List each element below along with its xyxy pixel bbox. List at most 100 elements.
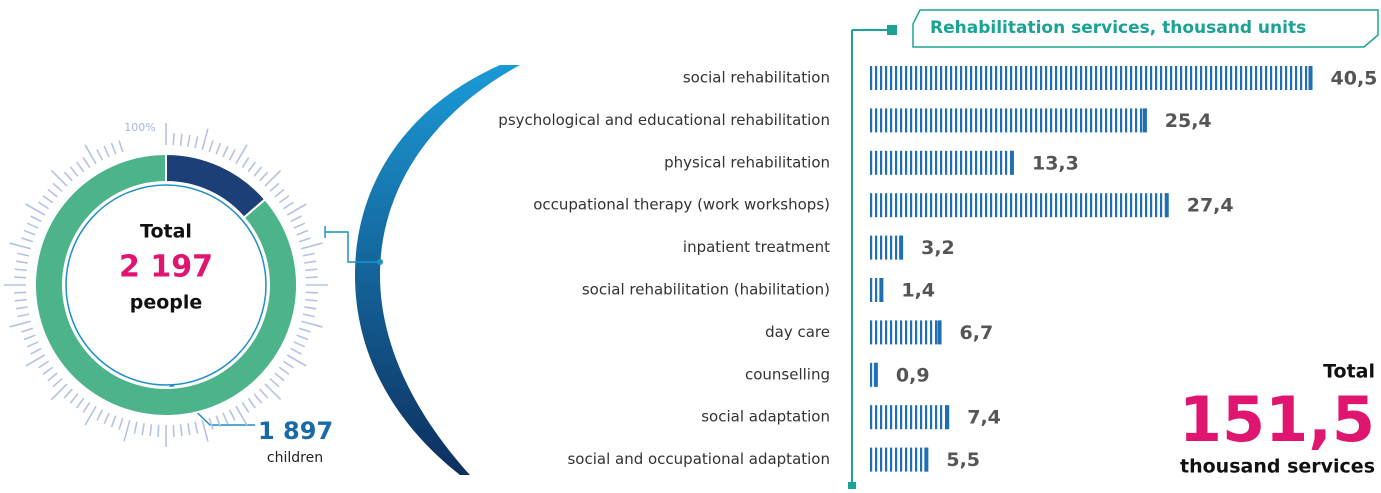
scale-tick (14, 298, 27, 302)
category-label: physical rehabilitation (664, 153, 830, 171)
donut-segment (34, 152, 298, 417)
scale-tick (103, 145, 110, 158)
scale-tick (290, 347, 302, 355)
scale-tick (179, 133, 183, 146)
scale-tick (17, 313, 30, 318)
category-label: occupational therapy (work workshops) (533, 196, 830, 214)
bar (868, 362, 878, 387)
bar (868, 150, 1014, 175)
bar-cap (924, 447, 929, 472)
scale-tick (274, 372, 285, 382)
scale-tick (17, 252, 30, 257)
category-label: social adaptation (701, 408, 830, 426)
scale-tick (241, 157, 250, 169)
scale-tick (110, 415, 117, 428)
value-label: 3,2 (921, 237, 955, 259)
bar-cap (1142, 108, 1147, 133)
category-label: counselling (745, 365, 830, 383)
children-value: 1 897 (258, 417, 333, 445)
scale-tick (247, 161, 256, 173)
scale-tick (110, 142, 117, 155)
scale-tick (84, 144, 97, 165)
scale-tick (69, 166, 79, 177)
scale-tick (228, 149, 236, 161)
scale-tick (293, 222, 306, 229)
scale-tick (157, 424, 160, 437)
scale-tick (63, 388, 73, 399)
bar (868, 235, 904, 260)
value-label: 27,4 (1187, 195, 1234, 217)
children-label: children (267, 450, 323, 466)
bar (868, 108, 1147, 133)
scale-tick (118, 140, 124, 153)
scale-tick (235, 144, 248, 165)
scale-tick (201, 128, 209, 150)
scale-tick (76, 161, 85, 173)
scale-tick (52, 378, 63, 388)
scale-tick (84, 405, 97, 426)
scale-tick (296, 229, 309, 236)
scale-tick (25, 203, 46, 216)
center-unit: people (130, 292, 203, 314)
scale-tick (282, 360, 294, 369)
scale-tick (194, 136, 199, 149)
scale-tick (305, 268, 318, 272)
scale-tick (9, 320, 31, 328)
scale-tick (30, 215, 42, 223)
frame-marker (848, 482, 856, 489)
total-title: Total (1323, 361, 1375, 383)
scale-tick (269, 378, 280, 388)
scale-tick (278, 366, 290, 375)
scale-tick (305, 298, 318, 302)
scale-tick (82, 157, 91, 169)
value-label: 40,5 (1331, 68, 1378, 90)
scale-tick (23, 334, 36, 341)
value-label: 13,3 (1032, 152, 1079, 174)
scale-tick (21, 327, 34, 333)
scale-tick (103, 412, 110, 425)
category-label: day care (765, 323, 830, 341)
scale-tick (302, 313, 315, 318)
scale-tick (47, 372, 58, 382)
bar-cap (1308, 66, 1313, 90)
connector (325, 231, 380, 263)
bar-cap (1009, 150, 1014, 175)
scale-tick (38, 201, 50, 210)
scale-tick (296, 334, 309, 341)
scale-tick (194, 421, 199, 434)
scale-tick (286, 203, 307, 216)
scale-tick (305, 291, 318, 294)
value-label: 25,4 (1165, 110, 1212, 132)
bar-cap (879, 278, 884, 302)
bar (868, 66, 1313, 90)
scale-tick (149, 424, 153, 437)
title-box (912, 9, 1379, 48)
scale-tick (235, 405, 248, 426)
scale-tick (133, 421, 138, 434)
total-unit: thousand services (1180, 456, 1375, 478)
bar-cap (873, 362, 878, 387)
donut-inner-ring (65, 184, 267, 386)
scale-tick (278, 195, 290, 204)
scale-tick (172, 424, 175, 437)
bar (868, 193, 1169, 218)
scale-tick (269, 182, 280, 192)
bar (868, 405, 950, 430)
scale-tick (42, 366, 54, 375)
value-label: 0,9 (896, 364, 930, 386)
scale-tick (96, 149, 104, 161)
scale-tick (208, 140, 214, 153)
scale-tick (123, 420, 131, 442)
scale-tick (241, 401, 250, 413)
scale-tick (215, 142, 222, 155)
scale-tick (282, 201, 294, 210)
scale-tick (52, 182, 63, 192)
scale-label: 100% (124, 121, 155, 134)
scale-tick (96, 409, 104, 421)
scale-tick (141, 423, 145, 436)
value-label: 7,4 (967, 407, 1001, 429)
category-label: social rehabilitation (habilitation) (582, 281, 830, 299)
bar (868, 447, 929, 472)
category-label: inpatient treatment (683, 238, 830, 256)
